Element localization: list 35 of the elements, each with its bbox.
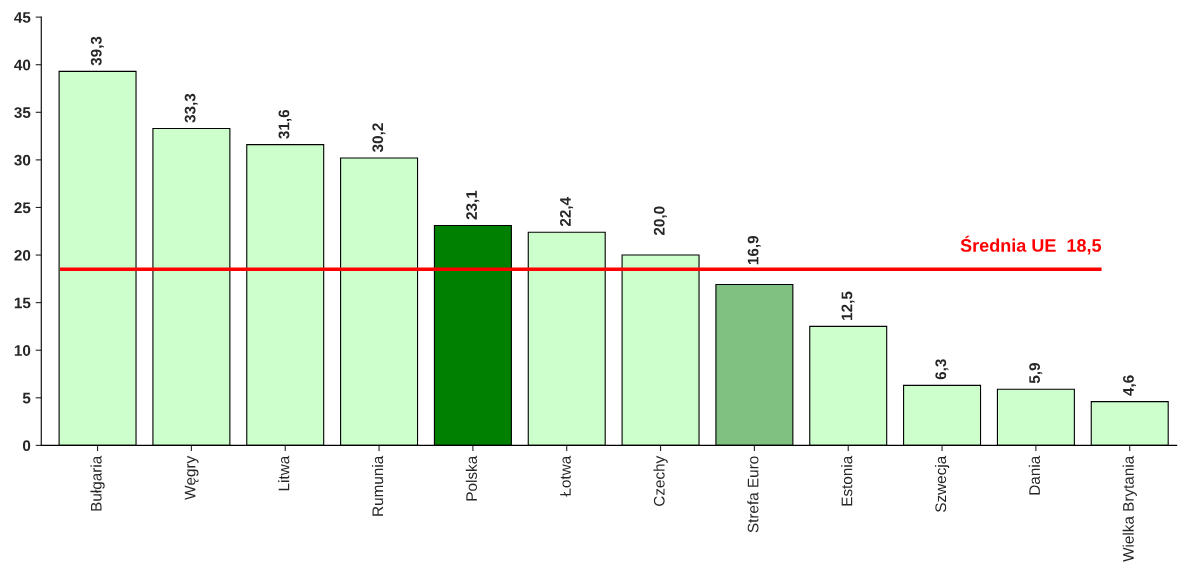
x-tick-label: Dania <box>1028 455 1040 495</box>
data-label: 31,6 <box>278 109 292 139</box>
y-tick-label: 35 <box>14 107 31 118</box>
data-label: 22,4 <box>560 197 574 227</box>
y-tick-label: 20 <box>14 249 31 261</box>
data-label: 5,9 <box>1029 363 1043 384</box>
x-tick-label: Strefa Euro <box>747 456 759 533</box>
x-tick-label: Czechy <box>653 455 668 506</box>
x-tick-label: Wielka Brytania <box>1122 455 1137 562</box>
y-tick-label: 40 <box>14 59 31 71</box>
y-tick-label: 30 <box>14 154 31 166</box>
x-tick-label: Szwecja <box>934 455 950 512</box>
data-label: 16,9 <box>747 235 761 265</box>
data-label: 12,5 <box>841 291 855 320</box>
x-tick-label: Bułgaria <box>90 455 105 511</box>
data-label: 30,2 <box>372 123 386 153</box>
y-tick-label: 10 <box>14 345 31 356</box>
data-label: 39,3 <box>90 36 104 66</box>
x-tick-label: Litwa <box>278 455 290 491</box>
y-tick-label: 45 <box>14 12 31 23</box>
y-tick-label: 15 <box>14 297 31 309</box>
data-label: 33,3 <box>184 93 198 123</box>
y-tick-label: 0 <box>22 440 31 452</box>
y-tick-label: 25 <box>14 202 31 214</box>
x-tick-label: Polska <box>465 455 477 501</box>
x-tick-label: Węgry <box>184 455 199 500</box>
x-tick-label: Rumunia <box>371 455 384 516</box>
data-label: 4,6 <box>1123 375 1137 396</box>
data-label: 20,0 <box>653 206 667 236</box>
ref-line-label: Średnia UE 18,5 <box>960 235 1102 255</box>
data-label: 6,3 <box>935 359 949 380</box>
y-tick-label: 5 <box>22 392 31 404</box>
x-tick-label: Estonia <box>841 455 853 506</box>
x-tick-label: Łotwa <box>560 455 571 497</box>
data-label: 23,1 <box>466 190 480 220</box>
